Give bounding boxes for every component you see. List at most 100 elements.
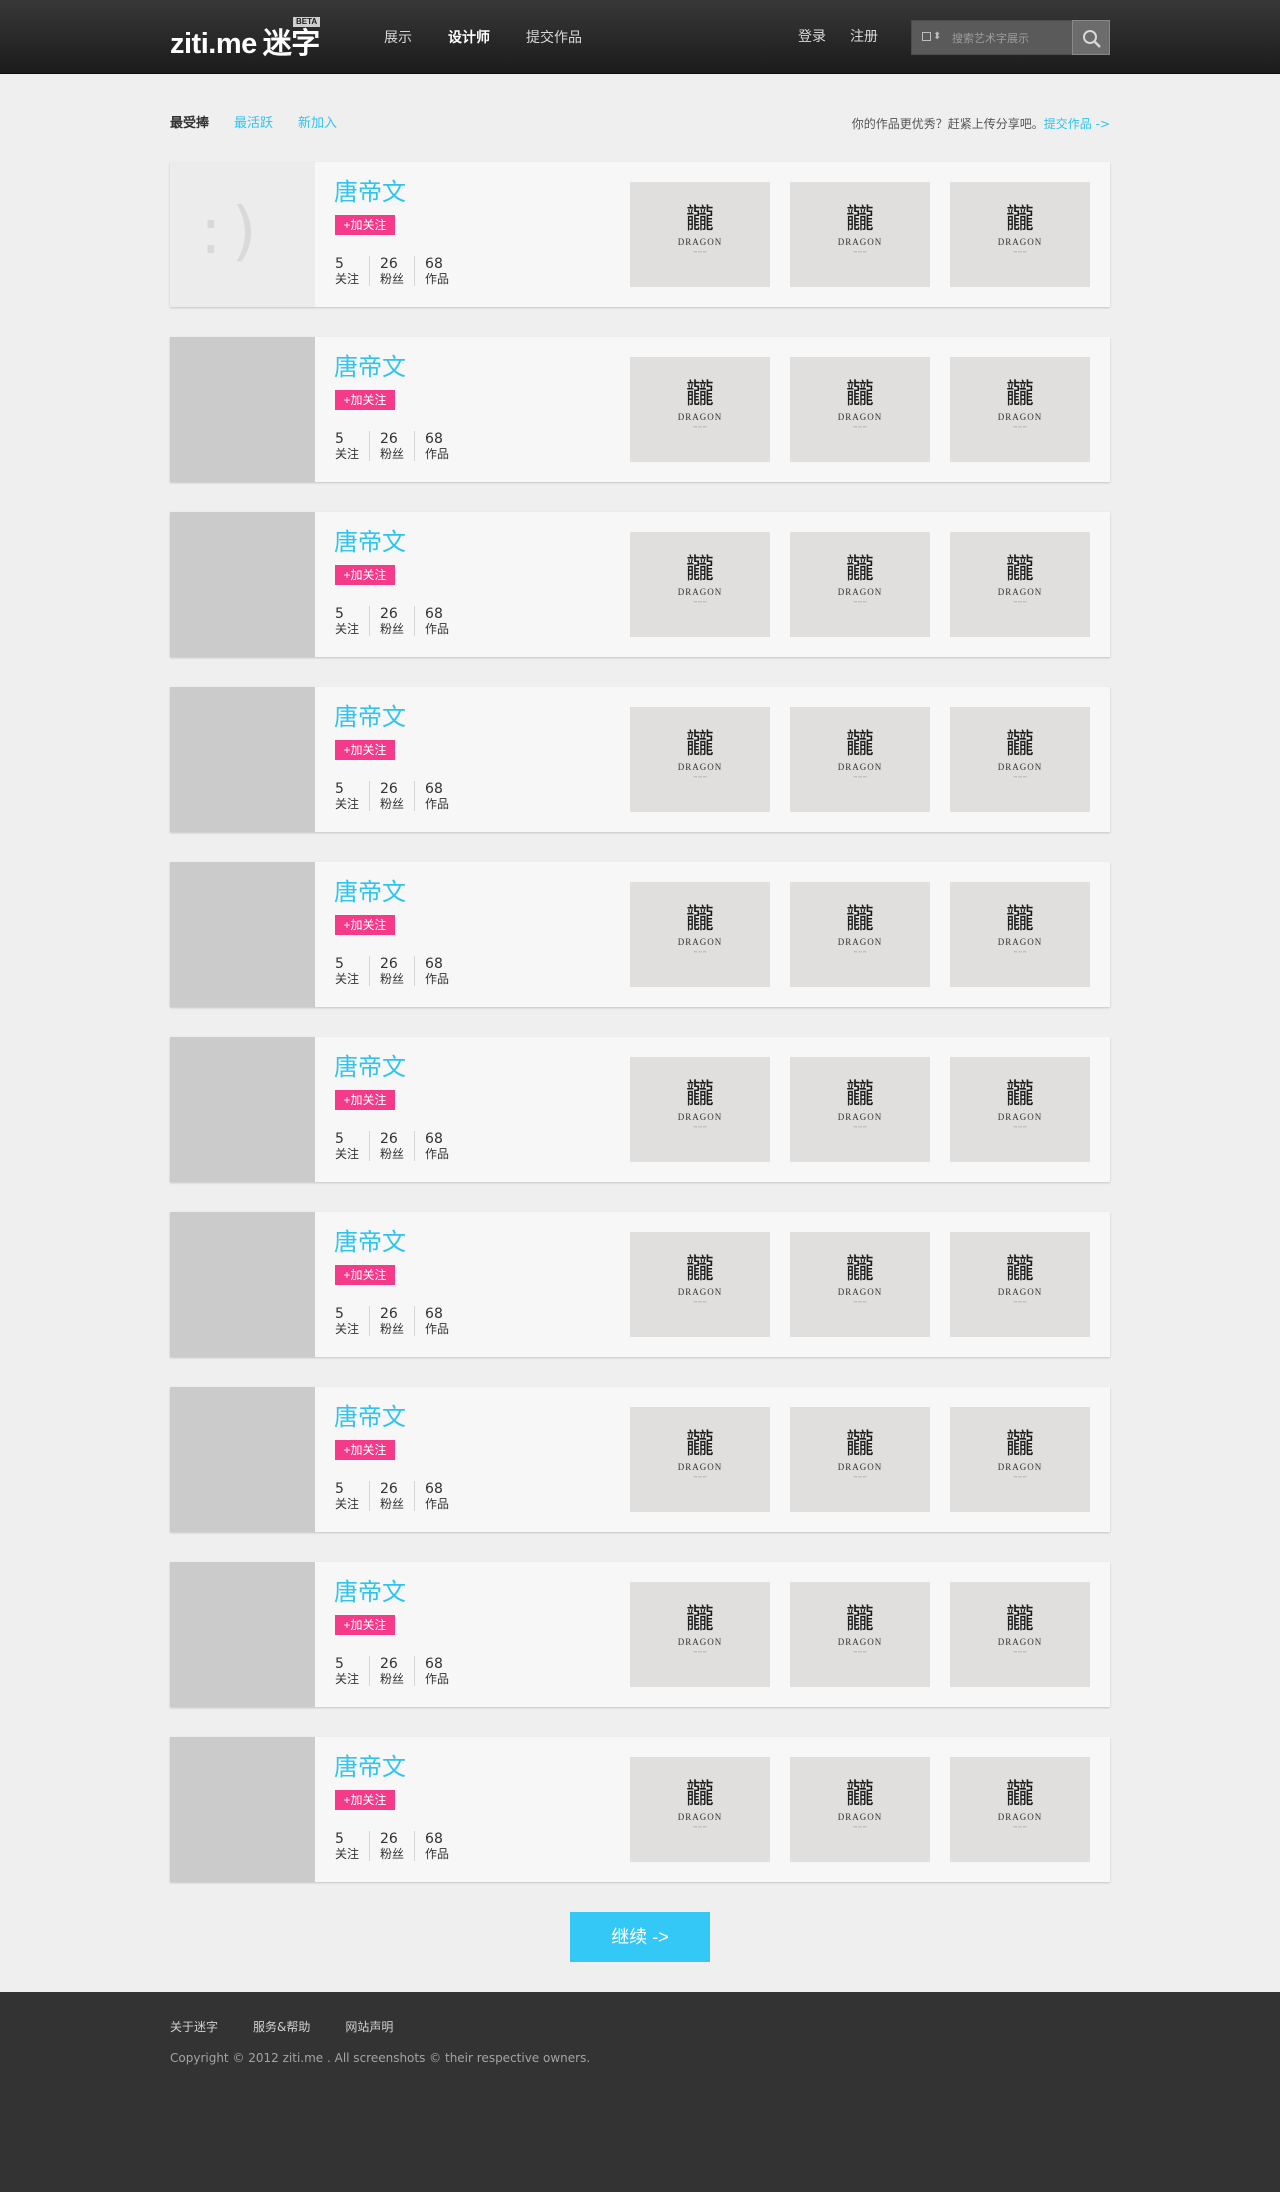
stat-fans[interactable]: 26 粉丝 <box>380 1481 416 1511</box>
avatar[interactable] <box>170 862 315 1007</box>
work-thumbnail[interactable]: 龖 DRAGON ~ ~ ~ <box>790 1057 930 1162</box>
work-thumbnail[interactable]: 龖 DRAGON ~ ~ ~ <box>790 1582 930 1687</box>
stat-following[interactable]: 5 关注 <box>335 956 371 986</box>
stat-fans[interactable]: 26 粉丝 <box>380 1306 416 1336</box>
stat-works[interactable]: 68 作品 <box>425 1131 459 1161</box>
follow-button[interactable]: +加关注 <box>335 565 395 585</box>
tab-newly-joined[interactable]: 新加入 <box>298 116 338 131</box>
avatar[interactable] <box>170 1737 315 1882</box>
stat-following[interactable]: 5 关注 <box>335 1831 371 1861</box>
work-thumbnail[interactable]: 龖 DRAGON ~ ~ ~ <box>950 707 1090 812</box>
stat-fans[interactable]: 26 粉丝 <box>380 1831 416 1861</box>
register-link[interactable]: 注册 <box>850 29 878 45</box>
search-button[interactable] <box>1072 20 1110 55</box>
stat-following[interactable]: 5 关注 <box>335 606 371 636</box>
work-thumbnail[interactable]: 龖 DRAGON ~ ~ ~ <box>950 1057 1090 1162</box>
stat-fans[interactable]: 26 粉丝 <box>380 1131 416 1161</box>
stat-fans[interactable]: 26 粉丝 <box>380 256 416 286</box>
follow-button[interactable]: +加关注 <box>335 1615 395 1635</box>
footer-link-about[interactable]: 关于迷字 <box>170 2020 219 2034</box>
work-thumbnail[interactable]: 龖 DRAGON ~ ~ ~ <box>950 1407 1090 1512</box>
load-more-button[interactable]: 继续 -> <box>570 1912 710 1962</box>
designer-name[interactable]: 唐帝文 <box>334 1053 406 1081</box>
work-thumbnail[interactable]: 龖 DRAGON ~ ~ ~ <box>630 182 770 287</box>
avatar[interactable] <box>170 1037 315 1182</box>
work-thumbnail[interactable]: 龖 DRAGON ~ ~ ~ <box>950 1757 1090 1862</box>
stat-fans[interactable]: 26 粉丝 <box>380 781 416 811</box>
work-thumbnail[interactable]: 龖 DRAGON ~ ~ ~ <box>630 882 770 987</box>
stat-fans[interactable]: 26 粉丝 <box>380 606 416 636</box>
work-thumbnail[interactable]: 龖 DRAGON ~ ~ ~ <box>950 357 1090 462</box>
work-thumbnail[interactable]: 龖 DRAGON ~ ~ ~ <box>630 1232 770 1337</box>
work-thumbnail[interactable]: 龖 DRAGON ~ ~ ~ <box>790 1407 930 1512</box>
stat-following[interactable]: 5 关注 <box>335 1131 371 1161</box>
work-thumbnail[interactable]: 龖 DRAGON ~ ~ ~ <box>630 707 770 812</box>
work-thumbnail[interactable]: 龖 DRAGON ~ ~ ~ <box>630 1057 770 1162</box>
work-thumbnail[interactable]: 龖 DRAGON ~ ~ ~ <box>950 532 1090 637</box>
stat-works[interactable]: 68 作品 <box>425 956 459 986</box>
work-thumbnail[interactable]: 龖 DRAGON ~ ~ ~ <box>950 182 1090 287</box>
work-thumbnail[interactable]: 龖 DRAGON ~ ~ ~ <box>790 182 930 287</box>
work-thumbnail[interactable]: 龖 DRAGON ~ ~ ~ <box>630 1757 770 1862</box>
stat-fans[interactable]: 26 粉丝 <box>380 956 416 986</box>
designer-name[interactable]: 唐帝文 <box>334 1228 406 1256</box>
stat-works[interactable]: 68 作品 <box>425 431 459 461</box>
designer-name[interactable]: 唐帝文 <box>334 703 406 731</box>
work-thumbnail[interactable]: 龖 DRAGON ~ ~ ~ <box>950 882 1090 987</box>
work-thumbnail[interactable]: 龖 DRAGON ~ ~ ~ <box>950 1232 1090 1337</box>
stat-works[interactable]: 68 作品 <box>425 1831 459 1861</box>
search-type-selector[interactable]: ⬍ <box>922 31 941 42</box>
work-thumbnail[interactable]: 龖 DRAGON ~ ~ ~ <box>630 357 770 462</box>
stat-works[interactable]: 68 作品 <box>425 606 459 636</box>
follow-button[interactable]: +加关注 <box>335 1790 395 1810</box>
designer-name[interactable]: 唐帝文 <box>334 1753 406 1781</box>
work-thumbnail[interactable]: 龖 DRAGON ~ ~ ~ <box>630 532 770 637</box>
follow-button[interactable]: +加关注 <box>335 215 395 235</box>
stat-following[interactable]: 5 关注 <box>335 431 371 461</box>
follow-button[interactable]: +加关注 <box>335 1440 395 1460</box>
nav-showcase[interactable]: 展示 <box>384 30 412 46</box>
work-thumbnail[interactable]: 龖 DRAGON ~ ~ ~ <box>790 357 930 462</box>
work-thumbnail[interactable]: 龖 DRAGON ~ ~ ~ <box>790 532 930 637</box>
stat-works[interactable]: 68 作品 <box>425 1481 459 1511</box>
stat-fans[interactable]: 26 粉丝 <box>380 431 416 461</box>
designer-name[interactable]: 唐帝文 <box>334 1403 406 1431</box>
follow-button[interactable]: +加关注 <box>335 1090 395 1110</box>
designer-name[interactable]: 唐帝文 <box>334 178 406 206</box>
work-thumbnail[interactable]: 龖 DRAGON ~ ~ ~ <box>790 1232 930 1337</box>
nav-designers[interactable]: 设计师 <box>448 30 490 46</box>
stat-following[interactable]: 5 关注 <box>335 256 371 286</box>
stat-works[interactable]: 68 作品 <box>425 1656 459 1686</box>
designer-name[interactable]: 唐帝文 <box>334 878 406 906</box>
follow-button[interactable]: +加关注 <box>335 390 395 410</box>
follow-button[interactable]: +加关注 <box>335 740 395 760</box>
stat-works[interactable]: 68 作品 <box>425 1306 459 1336</box>
avatar[interactable] <box>170 1212 315 1357</box>
designer-name[interactable]: 唐帝文 <box>334 353 406 381</box>
tab-most-active[interactable]: 最活跃 <box>234 116 274 131</box>
avatar[interactable] <box>170 337 315 482</box>
login-link[interactable]: 登录 <box>798 29 826 45</box>
work-thumbnail[interactable]: 龖 DRAGON ~ ~ ~ <box>790 1757 930 1862</box>
work-thumbnail[interactable]: 龖 DRAGON ~ ~ ~ <box>950 1582 1090 1687</box>
tab-most-popular[interactable]: 最受捧 <box>170 116 210 131</box>
avatar[interactable] <box>170 1387 315 1532</box>
submit-work-link[interactable]: 提交作品 -> <box>1043 117 1110 131</box>
work-thumbnail[interactable]: 龖 DRAGON ~ ~ ~ <box>630 1407 770 1512</box>
site-logo[interactable]: ziti.me 迷字 <box>170 20 320 60</box>
nav-submit-work[interactable]: 提交作品 <box>526 30 582 46</box>
follow-button[interactable]: +加关注 <box>335 915 395 935</box>
footer-link-help[interactable]: 服务&帮助 <box>253 2020 311 2034</box>
avatar[interactable]: :) <box>170 162 315 307</box>
stat-following[interactable]: 5 关注 <box>335 1656 371 1686</box>
stat-following[interactable]: 5 关注 <box>335 1306 371 1336</box>
stat-fans[interactable]: 26 粉丝 <box>380 1656 416 1686</box>
stat-works[interactable]: 68 作品 <box>425 781 459 811</box>
work-thumbnail[interactable]: 龖 DRAGON ~ ~ ~ <box>790 882 930 987</box>
footer-link-statement[interactable]: 网站声明 <box>345 2020 394 2034</box>
stat-following[interactable]: 5 关注 <box>335 1481 371 1511</box>
work-thumbnail[interactable]: 龖 DRAGON ~ ~ ~ <box>630 1582 770 1687</box>
work-thumbnail[interactable]: 龖 DRAGON ~ ~ ~ <box>790 707 930 812</box>
search-input[interactable] <box>952 28 1070 48</box>
designer-name[interactable]: 唐帝文 <box>334 1578 406 1606</box>
